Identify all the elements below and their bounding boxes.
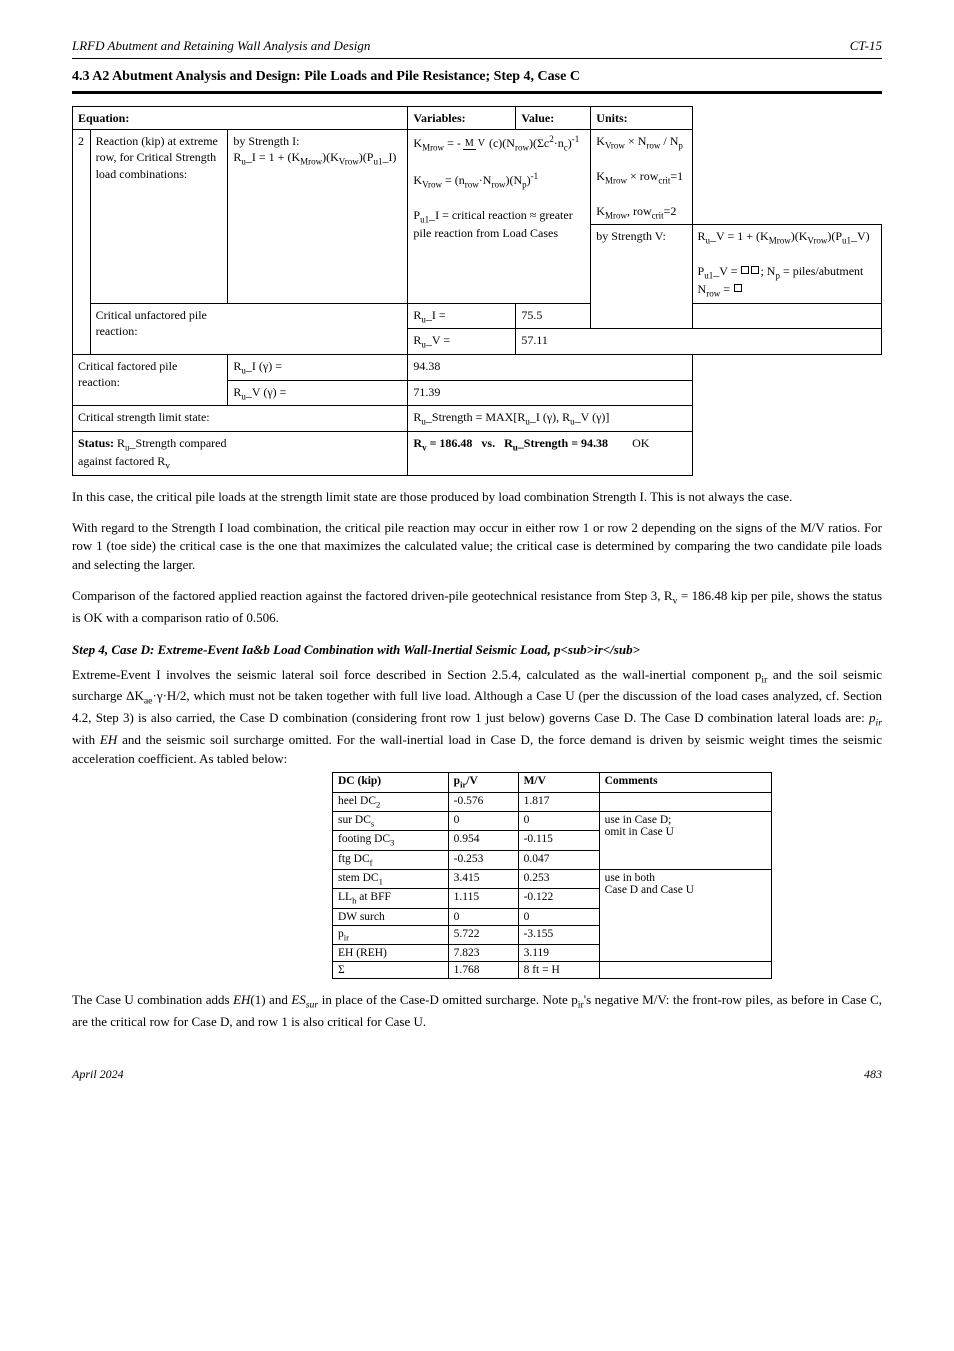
equation-table: Equation:Variables:Value:Units: 2Reaction… bbox=[72, 106, 882, 476]
values-table: DC (kip)pir/VM/VCommentsheel DC2-0.5761.… bbox=[332, 772, 772, 978]
eq-cell: 94.38 bbox=[408, 355, 692, 381]
eq-cell: Critical factored pilereaction: bbox=[73, 355, 228, 406]
eq-cell: Critical strength limit state: bbox=[73, 406, 408, 432]
values-cell: 1.115 bbox=[448, 889, 518, 908]
values-cell: 0 bbox=[448, 812, 518, 831]
eq-cell: 75.5 bbox=[516, 303, 882, 329]
footer-page: 483 bbox=[864, 1067, 882, 1082]
values-header: DC (kip) bbox=[333, 773, 449, 792]
values-cell: -0.122 bbox=[518, 889, 599, 908]
eq-cell: KMrow = -MV(c)(Nrow)(Σc2·nc)-1KVrow = (n… bbox=[408, 130, 591, 304]
values-cell bbox=[599, 792, 771, 811]
eq-cell: Ru_Strength = MAX[Ru_I (γ), Ru_V (γ)] bbox=[408, 406, 692, 432]
values-cell: 1.817 bbox=[518, 792, 599, 811]
values-cell: footing DC3 bbox=[333, 831, 449, 850]
values-cell: 3.415 bbox=[448, 869, 518, 888]
header-left: LRFD Abutment and Retaining Wall Analysi… bbox=[72, 38, 370, 54]
values-cell: use in bothCase D and Case U bbox=[599, 869, 771, 961]
values-cell: -3.155 bbox=[518, 925, 599, 944]
closing-para: The Case U combination adds EH(1) and ES… bbox=[72, 991, 882, 1032]
values-cell: 3.119 bbox=[518, 944, 599, 961]
values-cell: 0.253 bbox=[518, 869, 599, 888]
values-header: Comments bbox=[599, 773, 771, 792]
eq-cell: Ru_V = bbox=[408, 329, 516, 355]
values-cell: EH (REH) bbox=[333, 944, 449, 961]
eq-cell: Ru_V (γ) = bbox=[228, 380, 408, 406]
header-rule bbox=[72, 58, 882, 59]
eq-cell: Ru_I = bbox=[408, 303, 516, 329]
eq-cell: Equation: bbox=[73, 107, 408, 130]
eq-cell: Units: bbox=[591, 107, 692, 130]
values-cell: 0.047 bbox=[518, 850, 599, 869]
eq-cell: Rv = 186.48 vs. Ru_Strength = 94.38 OK bbox=[408, 431, 692, 475]
body-para-1: In this case, the critical pile loads at… bbox=[72, 488, 882, 507]
step-title: Step 4, Case D: Extreme-Event Ia&b Load … bbox=[72, 642, 882, 658]
eq-cell: Value: bbox=[516, 107, 591, 130]
eq-cell: 2 bbox=[73, 130, 91, 355]
eq-cell: Critical unfactored pilereaction: bbox=[90, 303, 408, 354]
values-cell: 0.954 bbox=[448, 831, 518, 850]
step-intro-para: Extreme-Event I involves the seismic lat… bbox=[72, 666, 882, 769]
values-cell: 7.823 bbox=[448, 944, 518, 961]
eq-cell: Variables: bbox=[408, 107, 516, 130]
values-header: pir/V bbox=[448, 773, 518, 792]
section-title: 4.3 A2 Abutment Analysis and Design: Pil… bbox=[72, 69, 882, 85]
values-cell: sur DCs bbox=[333, 812, 449, 831]
eq-cell: Ru_I (γ) = bbox=[228, 355, 408, 381]
section-rule bbox=[72, 91, 882, 94]
values-cell: -0.253 bbox=[448, 850, 518, 869]
header-right: CT-15 bbox=[850, 38, 882, 54]
values-cell: 0 bbox=[448, 908, 518, 925]
values-cell: heel DC2 bbox=[333, 792, 449, 811]
values-cell: -0.576 bbox=[448, 792, 518, 811]
body-para-3: Comparison of the factored applied react… bbox=[72, 587, 882, 628]
eq-cell: Reaction (kip) at extremerow, for Critic… bbox=[90, 130, 228, 304]
eq-cell: 71.39 bbox=[408, 380, 692, 406]
eq-cell: 57.11 bbox=[516, 329, 882, 355]
values-cell: LLh at BFF bbox=[333, 889, 449, 908]
values-cell: 1.768 bbox=[448, 961, 518, 978]
eq-cell: Status: Ru_Strength comparedagainst fact… bbox=[73, 431, 408, 475]
eq-cell: Ru_V = 1 + (KMrow)(KVrow)(Pu1_V)Pu1_V = … bbox=[692, 225, 881, 304]
values-cell: 8 ft = H bbox=[518, 961, 599, 978]
values-cell: ftg DCf bbox=[333, 850, 449, 869]
values-cell: use in Case D;omit in Case U bbox=[599, 812, 771, 870]
values-cell: Σ bbox=[333, 961, 449, 978]
body-para-2: With regard to the Strength I load combi… bbox=[72, 519, 882, 576]
values-cell: 0 bbox=[518, 812, 599, 831]
values-header: M/V bbox=[518, 773, 599, 792]
values-cell: pir bbox=[333, 925, 449, 944]
values-cell bbox=[599, 961, 771, 978]
values-cell: 0 bbox=[518, 908, 599, 925]
values-cell: stem DC1 bbox=[333, 869, 449, 888]
values-cell: DW surch bbox=[333, 908, 449, 925]
eq-cell: by Strength I:Ru_I = 1 + (KMrow)(KVrow)(… bbox=[228, 130, 408, 304]
eq-cell: KVrow × Nrow / NpKMrow × rowcrit=1KMrow,… bbox=[591, 130, 692, 225]
values-cell: 5.722 bbox=[448, 925, 518, 944]
footer-date: April 2024 bbox=[72, 1067, 124, 1082]
values-cell: -0.115 bbox=[518, 831, 599, 850]
